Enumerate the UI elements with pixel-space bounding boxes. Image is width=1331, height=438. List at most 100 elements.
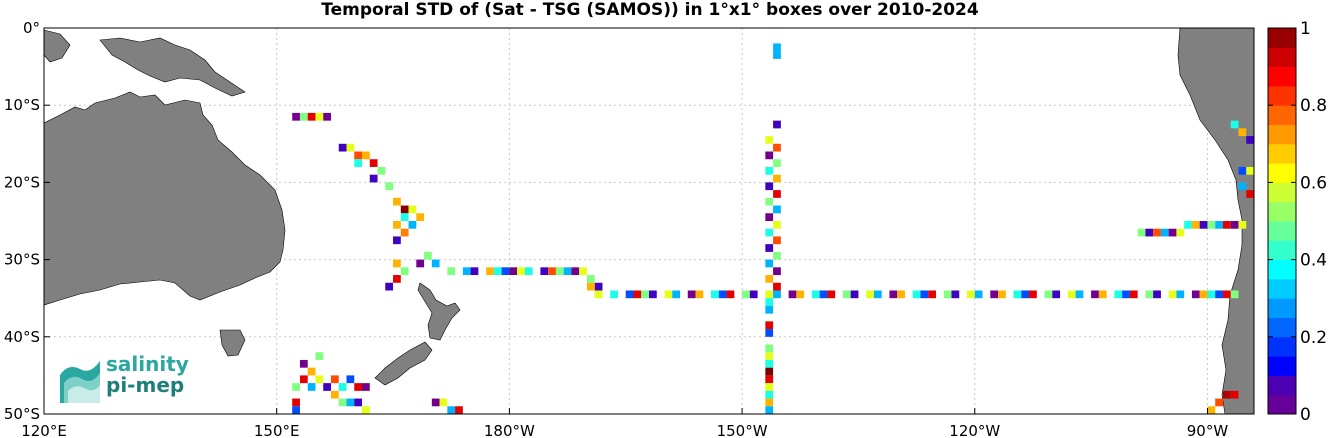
data-cell (563, 267, 572, 276)
data-cell (641, 290, 649, 299)
data-cell (765, 398, 774, 407)
data-cell (292, 406, 300, 414)
data-cell (548, 267, 556, 276)
data-cell (462, 267, 471, 276)
data-cell (1168, 228, 1177, 237)
y-tick-label: 40°S (4, 328, 40, 346)
data-cell (687, 290, 696, 299)
data-cell (610, 290, 618, 299)
data-cell (307, 112, 316, 121)
data-cell (912, 290, 921, 299)
data-cell (765, 321, 774, 330)
land-new-guinea (99, 37, 246, 97)
data-cell (773, 190, 781, 198)
data-cell (1145, 290, 1154, 299)
data-cell (408, 221, 417, 229)
data-cell (1122, 290, 1130, 299)
data-cell (416, 213, 425, 221)
data-cell (579, 267, 587, 276)
data-cell (1013, 290, 1022, 299)
data-cell (393, 221, 401, 229)
data-cell (455, 406, 463, 414)
data-cell (330, 390, 339, 399)
data-cell (773, 143, 781, 152)
data-cell (1215, 221, 1223, 229)
data-cell (1246, 136, 1254, 144)
colorbar-segment (1268, 336, 1296, 357)
data-cell (1153, 290, 1161, 299)
data-cell (1254, 198, 1262, 206)
data-cell (369, 159, 378, 167)
data-cell (765, 390, 774, 399)
data-cell (765, 136, 774, 144)
data-cell (385, 282, 394, 291)
colorbar-segment (1268, 163, 1296, 183)
data-cell (362, 151, 370, 160)
data-cell (1098, 290, 1107, 299)
colorbar-segment (1268, 105, 1296, 125)
colorbar-segment (1268, 124, 1296, 145)
plot-frame (43, 27, 1255, 415)
colorbar-segment (1268, 356, 1296, 376)
data-cell (866, 290, 874, 299)
data-cell (1200, 414, 1208, 422)
colorbar-segment (1268, 28, 1296, 48)
data-cell (509, 267, 518, 276)
land-indonesia (44, 29, 71, 63)
data-cell (369, 174, 378, 183)
colorbar-segment (1268, 182, 1296, 203)
data-cell (292, 383, 300, 391)
colorbar-tick-label: 1 (1300, 19, 1311, 39)
land-new-zealand-south (374, 341, 433, 386)
data-cell (501, 267, 510, 276)
data-cell (773, 174, 781, 183)
data-cell (765, 344, 774, 353)
data-cell (1230, 120, 1239, 129)
data-cell (1199, 290, 1208, 299)
data-cell (315, 352, 324, 360)
data-cell (1153, 228, 1161, 237)
logo-text-line2: pi-mep (106, 373, 185, 397)
data-cell (1191, 290, 1200, 299)
data-cell (850, 290, 859, 299)
data-cell (1160, 228, 1169, 237)
data-cell (431, 259, 440, 268)
data-cell (1215, 290, 1223, 299)
data-cell (393, 236, 401, 245)
data-cell (1230, 290, 1239, 299)
data-cell (773, 290, 781, 299)
colorbar-segment (1268, 298, 1296, 318)
data-cell (1091, 290, 1099, 299)
colorbar-segment (1268, 47, 1296, 68)
data-cell (773, 221, 781, 229)
colorbar-segment (1268, 394, 1296, 415)
data-cell (307, 383, 316, 391)
colorbar-segment (1268, 259, 1296, 280)
data-cell (811, 290, 820, 299)
x-tick-label: 180°W (484, 422, 535, 438)
data-cell (1145, 228, 1154, 237)
data-cell (1067, 290, 1076, 299)
land-tasmania (219, 329, 246, 357)
data-cell (1230, 390, 1239, 399)
data-cell (765, 151, 774, 160)
y-tick-label: 30°S (4, 251, 40, 269)
data-cell (765, 259, 774, 268)
data-cell (765, 298, 774, 306)
data-cell (517, 267, 525, 276)
data-cell (354, 159, 363, 167)
data-cell (765, 352, 774, 360)
data-cell (346, 375, 355, 384)
data-cell (1215, 398, 1223, 407)
data-cell (299, 375, 308, 384)
data-cell (765, 375, 774, 384)
data-cell (362, 383, 370, 391)
colorbar-segment (1268, 66, 1296, 87)
data-cell (664, 290, 673, 299)
data-cell (1207, 290, 1216, 299)
land-new-zealand-north (417, 282, 461, 341)
data-cell (362, 406, 370, 414)
data-cell (889, 290, 898, 299)
data-cell (1199, 221, 1208, 229)
data-cell (1222, 290, 1231, 299)
